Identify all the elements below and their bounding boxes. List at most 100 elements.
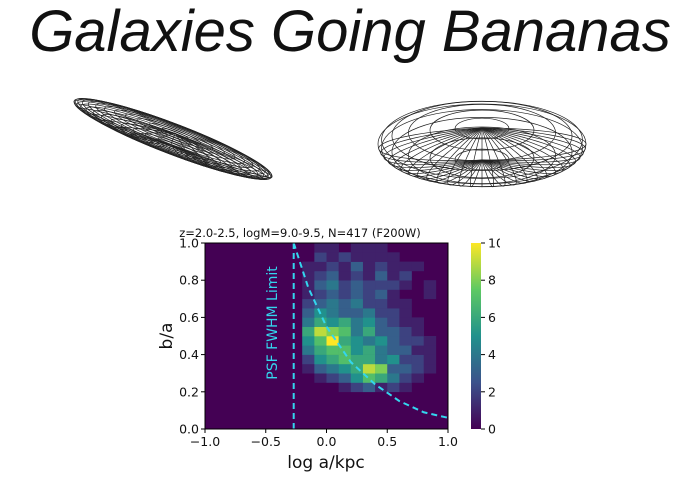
heatmap-cell — [338, 373, 352, 383]
heatmap-cell — [302, 363, 315, 374]
heatmap-cell — [399, 270, 412, 281]
heatmap-cell — [326, 298, 339, 309]
heatmap-cell — [362, 261, 376, 272]
heatmap-cell — [387, 280, 400, 290]
colorbar-tick-label: 10 — [488, 236, 500, 251]
heatmap-cell — [362, 289, 376, 300]
heatmap-cell — [362, 326, 376, 337]
heatmap-cell — [399, 354, 412, 365]
oblate-ellipsoid-illustration — [377, 100, 587, 188]
heatmap-cell — [314, 280, 327, 290]
heatmap-cell — [338, 382, 352, 393]
heatmap-cell — [399, 336, 412, 346]
heatmap-cell — [314, 243, 327, 253]
heatmap-cells — [205, 243, 448, 429]
heatmap-cell — [375, 261, 388, 272]
y-axis: 0.0 0.2 0.4 0.6 0.8 1.0 — [179, 236, 205, 437]
heatmap-cell — [338, 336, 352, 346]
heatmap-cell — [350, 252, 364, 262]
heatmap-cell — [387, 382, 400, 393]
y-axis-label: b/a — [157, 323, 177, 350]
heatmap-cell — [387, 326, 400, 337]
heatmap-cell — [362, 270, 376, 281]
heatmap-cell — [338, 354, 352, 365]
heatmap-cell — [350, 345, 364, 355]
colorbar-tick-label: 4 — [488, 347, 496, 362]
heatmap-cell — [399, 308, 412, 318]
x-tick-label: −0.5 — [251, 434, 281, 449]
heatmap-cell — [387, 270, 400, 281]
heatmap-cell — [338, 363, 352, 374]
limit-curve — [292, 242, 449, 419]
heatmap-cell — [302, 308, 315, 318]
heatmap-cell — [362, 354, 376, 365]
heatmap-cell — [387, 289, 400, 300]
heatmap-cell — [326, 243, 339, 253]
heatmap-cell — [387, 308, 400, 318]
heatmap-cell — [302, 270, 315, 281]
heatmap-cell — [362, 298, 376, 309]
heatmap-cell — [350, 354, 364, 365]
heatmap-cell — [375, 373, 388, 383]
heatmap-cell — [362, 336, 376, 346]
heatmap-cell — [362, 317, 376, 327]
y-tick-label: 0.6 — [179, 310, 199, 325]
heatmap-cell — [314, 317, 327, 327]
heatmap-cell — [350, 382, 364, 393]
heatmap-cell — [350, 298, 364, 309]
heatmap-cell — [338, 317, 352, 327]
heatmap-cell — [399, 373, 412, 383]
heatmap-cell — [350, 373, 364, 383]
colorbar-tick-label: 8 — [488, 273, 496, 288]
heatmap-cell — [326, 261, 339, 272]
heatmap-cell — [375, 308, 388, 318]
heatmap-cell — [326, 354, 339, 365]
heatmap-cell — [399, 280, 412, 290]
heatmap-cell — [326, 363, 339, 374]
heatmap-cell — [411, 354, 424, 365]
colorbar-ticks: 0 2 4 6 8 10 — [481, 236, 500, 437]
heatmap-cell — [326, 270, 339, 281]
heatmap-cell — [375, 336, 388, 346]
x-tick-label: 0.0 — [317, 434, 337, 449]
heatmap-cell — [375, 280, 388, 290]
y-tick-label: 1.0 — [179, 236, 199, 251]
heatmap-cell — [326, 326, 339, 337]
heatmap-cell — [314, 363, 327, 374]
heatmap-cell — [338, 345, 352, 355]
heatmap-cell — [375, 345, 388, 355]
heatmap-cell — [362, 363, 376, 374]
heatmap-cell — [326, 252, 339, 262]
x-tick-label: −1.0 — [190, 434, 220, 449]
heatmap-cell — [314, 289, 327, 300]
heatmap-cell — [314, 354, 327, 365]
heatmap-cell — [350, 243, 364, 253]
chart-overlays — [292, 242, 449, 429]
heatmap-chart: z=2.0-2.5, logM=9.0-9.5, N=417 (F200W) −… — [157, 226, 500, 473]
heatmap-cell — [423, 363, 437, 374]
heatmap-cell — [350, 270, 364, 281]
x-axis-label: log a/kpc — [287, 453, 364, 473]
heatmap-cell — [399, 326, 412, 337]
colorbar-tick-label: 6 — [488, 310, 496, 325]
heatmap-cell — [338, 261, 352, 272]
heatmap-cell — [399, 298, 412, 309]
y-tick-label: 0.8 — [179, 273, 199, 288]
heatmap-cell — [387, 252, 400, 262]
heatmap-cell — [338, 298, 352, 309]
heatmap-cell — [399, 363, 412, 374]
heatmap-cell — [362, 280, 376, 290]
heatmap-cell — [375, 382, 388, 393]
heatmap-cell — [350, 308, 364, 318]
heatmap-cell — [411, 261, 424, 272]
colorbar-tick-label: 0 — [488, 422, 496, 437]
heatmap-cell — [387, 363, 400, 374]
chart-title: z=2.0-2.5, logM=9.0-9.5, N=417 (F200W) — [179, 226, 421, 240]
prolate-ellipsoid-illustration — [73, 98, 273, 180]
y-tick-label: 0.0 — [179, 422, 199, 437]
heatmap-cell — [423, 336, 437, 346]
heatmap-cell — [302, 317, 315, 327]
heatmap-cell — [362, 308, 376, 318]
heatmap-cell — [314, 345, 327, 355]
heatmap-cell — [362, 345, 376, 355]
